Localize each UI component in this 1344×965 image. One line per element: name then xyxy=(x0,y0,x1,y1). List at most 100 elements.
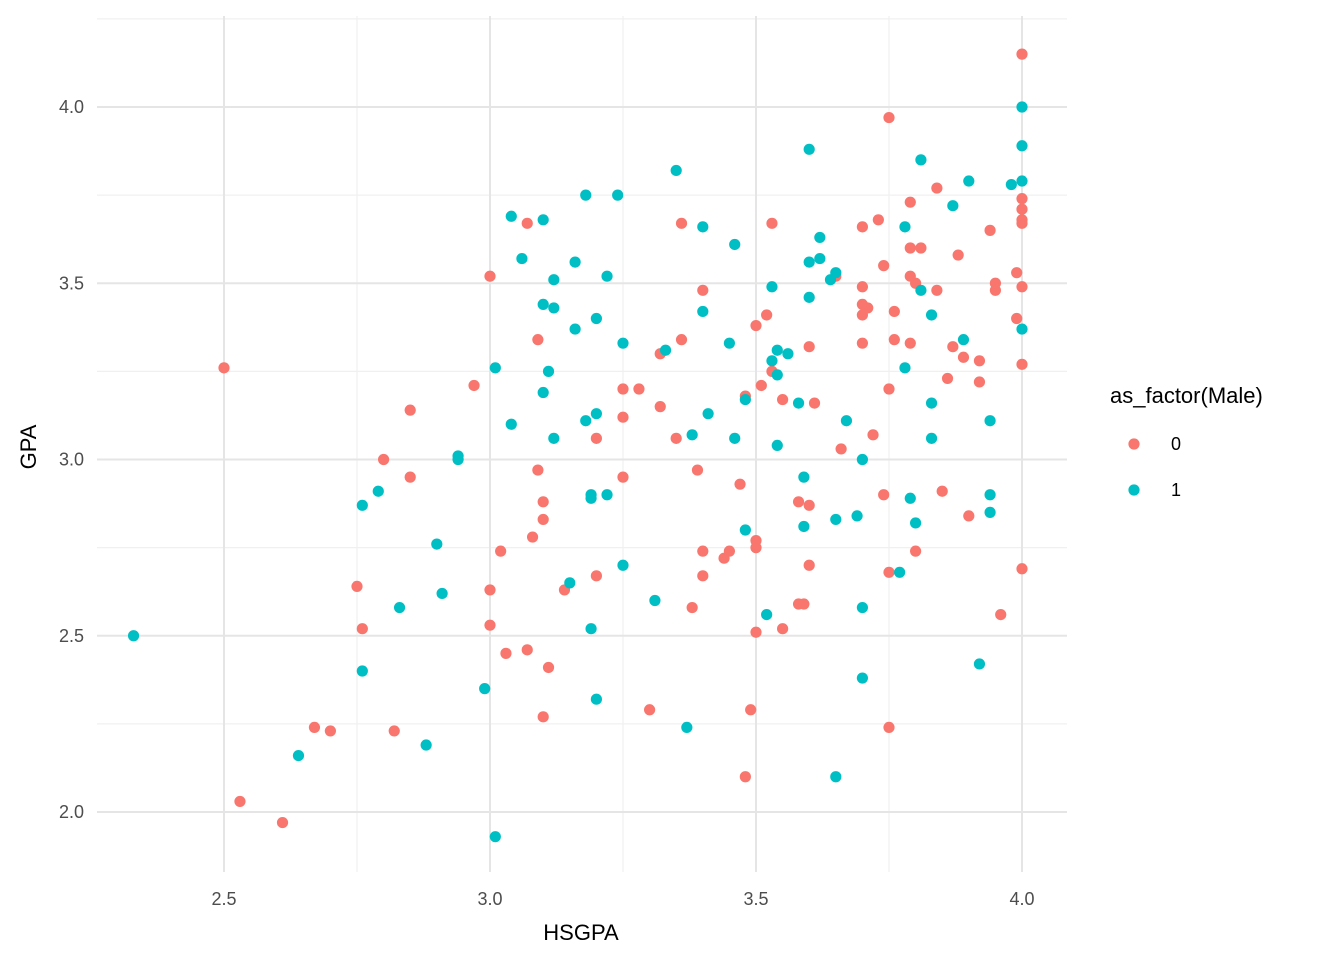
data-point xyxy=(718,552,730,564)
data-point xyxy=(564,577,576,589)
legend-key xyxy=(1128,484,1140,496)
data-point xyxy=(495,545,507,557)
data-point xyxy=(633,383,645,395)
data-point xyxy=(888,334,900,346)
series-1 xyxy=(127,101,1028,843)
data-point xyxy=(537,513,549,526)
data-point xyxy=(127,630,140,642)
data-point xyxy=(479,683,491,695)
data-point xyxy=(388,725,400,737)
data-point xyxy=(745,704,757,716)
data-point xyxy=(803,559,815,571)
data-point xyxy=(484,619,496,631)
data-point xyxy=(675,334,688,346)
data-point xyxy=(761,609,773,621)
y-axis-ticks: 2.0 2.5 3.0 3.5 4.0 xyxy=(59,97,84,822)
data-point xyxy=(1016,175,1028,187)
data-point xyxy=(526,531,539,543)
data-point xyxy=(777,623,789,635)
data-point xyxy=(856,281,869,293)
data-point xyxy=(537,711,549,723)
data-point xyxy=(798,520,810,533)
data-point xyxy=(590,432,603,444)
data-point xyxy=(532,334,544,346)
data-point xyxy=(649,594,661,607)
legend-key xyxy=(1128,438,1140,450)
data-point xyxy=(792,496,805,508)
data-point xyxy=(590,693,603,705)
data-point xyxy=(590,312,603,325)
data-point xyxy=(542,661,555,674)
data-point xyxy=(856,601,869,614)
data-point xyxy=(404,404,416,416)
data-point xyxy=(984,489,996,501)
data-point xyxy=(500,647,512,659)
data-point xyxy=(782,348,794,360)
data-point xyxy=(984,224,996,236)
data-point xyxy=(798,471,810,483)
legend-entry-1: 1 xyxy=(1128,480,1181,500)
data-point xyxy=(984,415,996,427)
legend-entries: 01 xyxy=(1128,434,1181,500)
data-point xyxy=(659,344,672,356)
data-point xyxy=(537,386,549,399)
data-point xyxy=(995,609,1007,621)
data-point xyxy=(697,305,709,318)
x-tick-label: 2.5 xyxy=(211,889,236,909)
x-tick-label: 4.0 xyxy=(1009,889,1034,909)
data-point xyxy=(856,672,869,684)
data-point xyxy=(548,302,560,314)
data-point xyxy=(856,337,869,349)
data-point xyxy=(739,524,751,536)
data-point xyxy=(542,365,555,377)
data-point xyxy=(548,432,560,444)
data-point xyxy=(670,432,682,444)
data-point xyxy=(276,816,289,829)
data-point xyxy=(393,601,406,614)
data-point xyxy=(686,601,698,614)
data-point xyxy=(835,443,847,455)
data-point xyxy=(947,200,959,212)
data-point xyxy=(489,362,501,374)
data-point xyxy=(1016,563,1028,575)
data-point xyxy=(771,344,783,356)
data-point xyxy=(697,545,709,557)
data-point xyxy=(883,111,895,124)
data-point xyxy=(904,492,916,504)
data-point xyxy=(957,334,970,346)
data-point xyxy=(904,196,916,208)
data-point xyxy=(372,485,384,497)
y-tick-label: 3.0 xyxy=(59,450,84,470)
y-tick-label: 2.5 xyxy=(59,626,84,646)
data-point xyxy=(548,274,560,286)
data-point xyxy=(936,485,948,497)
data-point xyxy=(1016,358,1028,370)
data-point xyxy=(808,397,821,409)
data-point xyxy=(580,415,592,427)
data-point xyxy=(830,771,842,783)
legend-title: as_factor(Male) xyxy=(1110,383,1263,408)
data-point xyxy=(697,570,709,582)
data-point xyxy=(617,471,629,483)
data-point xyxy=(973,376,986,388)
data-point xyxy=(963,175,975,187)
grid xyxy=(97,16,1067,872)
data-point xyxy=(1011,267,1023,279)
data-point xyxy=(617,337,629,349)
data-point xyxy=(308,721,321,734)
data-point xyxy=(915,242,927,254)
data-point xyxy=(851,510,863,522)
data-point xyxy=(505,210,517,222)
data-point xyxy=(883,383,895,395)
data-point xyxy=(883,566,895,578)
data-point xyxy=(750,542,762,554)
data-point xyxy=(984,506,996,518)
legend-label: 0 xyxy=(1171,434,1181,454)
data-point xyxy=(750,626,762,638)
data-point xyxy=(521,644,533,656)
data-point xyxy=(766,217,778,229)
data-point xyxy=(888,305,900,318)
data-point xyxy=(867,429,879,441)
data-point xyxy=(766,355,778,367)
data-point xyxy=(750,319,762,332)
